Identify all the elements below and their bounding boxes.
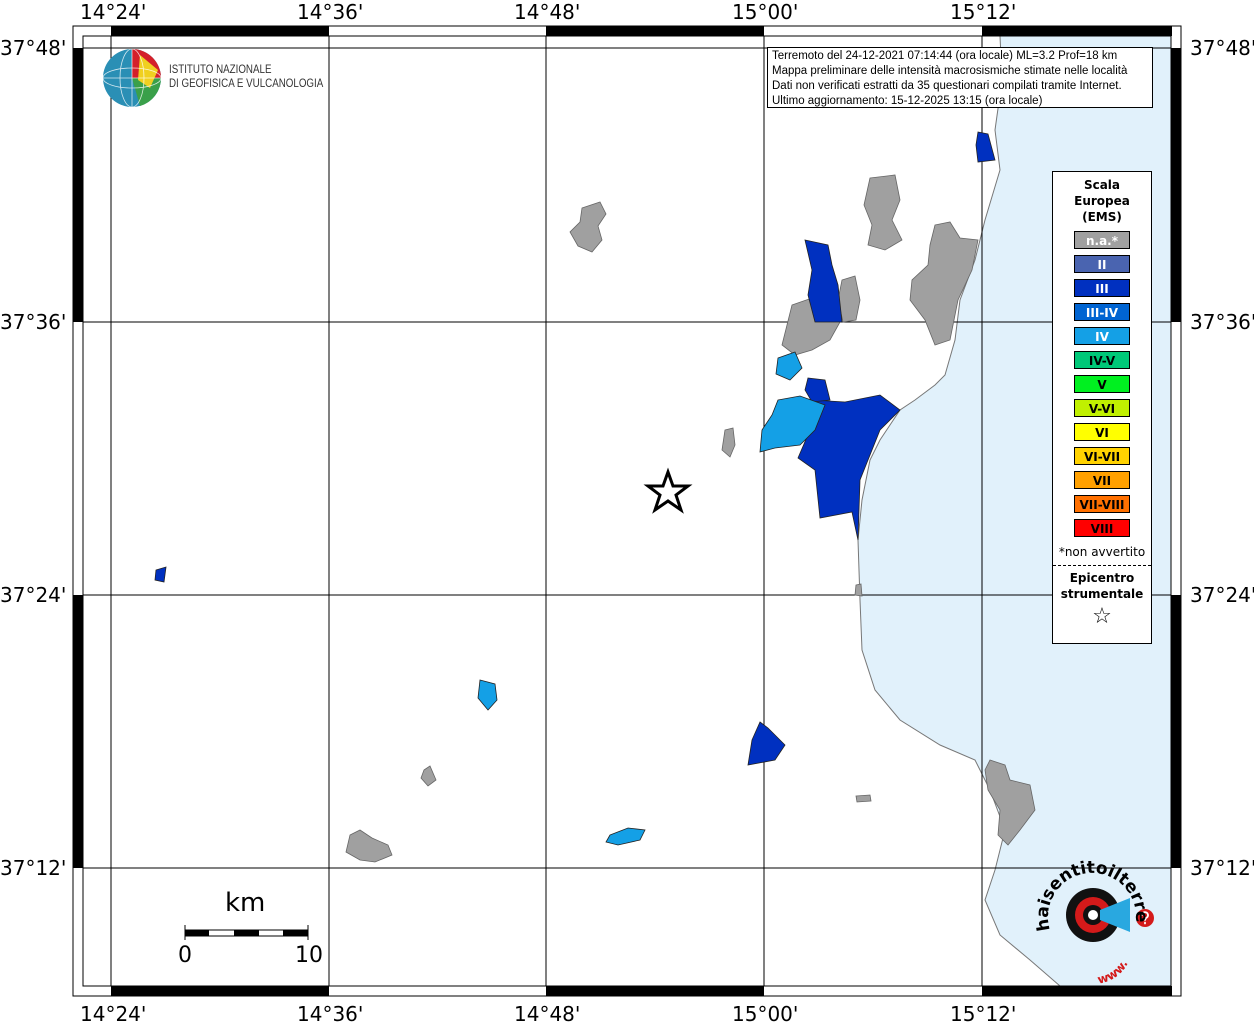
legend-swatch: IV-V xyxy=(1074,351,1130,369)
legend-note: *non avvertito xyxy=(1058,545,1146,559)
event-info-line: Mappa preliminare delle intensità macros… xyxy=(772,65,1128,77)
legend-title-line: Europea xyxy=(1074,194,1130,208)
lat-tick-right: 37°24' xyxy=(1190,583,1254,607)
graticule xyxy=(83,36,1171,986)
lon-tick-bottom: 14°48' xyxy=(514,1002,581,1026)
ingv-logo-text: ISTITUTO NAZIONALE DI GEOFISICA E VULCAN… xyxy=(169,63,323,91)
legend-epicenter-label: Epicentro strumentale xyxy=(1053,570,1151,602)
scale-unit: km xyxy=(225,888,266,918)
event-info-line: Terremoto del 24-12-2021 07:14:44 (ora l… xyxy=(772,50,1118,62)
map-frame xyxy=(72,25,1182,997)
ingv-line2: DI GEOFISICA E VULCANOLOGIA xyxy=(169,78,324,90)
lon-tick-top: 15°00' xyxy=(732,0,799,24)
scale-end: 10 xyxy=(295,943,323,968)
areas-intensity-III xyxy=(154,131,996,766)
lon-tick-bottom: 15°00' xyxy=(732,1002,799,1026)
lon-tick-top: 15°12' xyxy=(950,0,1017,24)
areas-intensity-IV xyxy=(477,351,826,846)
lat-tick-right: 37°48' xyxy=(1190,36,1254,60)
legend-swatch: II xyxy=(1074,255,1130,273)
lat-tick-right: 37°12' xyxy=(1190,856,1254,880)
lon-tick-top: 14°36' xyxy=(297,0,364,24)
legend-title-line: Scala xyxy=(1083,178,1121,192)
legend-swatch: n.a.* xyxy=(1074,231,1130,249)
lat-tick-left: 37°36' xyxy=(0,310,67,334)
event-info-line: Dati non verificati estratti da 35 quest… xyxy=(772,80,1122,92)
ingv-line1: ISTITUTO NAZIONALE xyxy=(169,64,272,76)
lon-tick-bottom: 15°12' xyxy=(950,1002,1017,1026)
legend-swatch: IV xyxy=(1074,327,1130,345)
legend-swatch: VII-VIII xyxy=(1074,495,1130,513)
legend-swatch: III-IV xyxy=(1074,303,1130,321)
ems-legend: Scala Europea (EMS) n.a.* II III III-IV IV IV… xyxy=(1052,171,1152,644)
legend-swatch: VII xyxy=(1074,471,1130,489)
legend-star-icon: ☆ xyxy=(1092,604,1112,629)
ingv-logo-icon xyxy=(102,48,162,108)
legend-title-line: (EMS) xyxy=(1082,210,1122,224)
lat-tick-left: 37°24' xyxy=(0,583,67,607)
lon-tick-bottom: 14°36' xyxy=(297,1002,364,1026)
lon-tick-top: 14°48' xyxy=(514,0,581,24)
lat-tick-left: 37°48' xyxy=(0,36,67,60)
areas-not-felt xyxy=(345,174,1036,863)
legend-title: Scala Europea (EMS) xyxy=(1053,177,1151,225)
legend-swatch: III xyxy=(1074,279,1130,297)
epicenter-star-icon xyxy=(643,467,693,514)
event-info-box: Terremoto del 24-12-2021 07:14:44 (ora l… xyxy=(767,47,1153,108)
lon-tick-bottom: 14°24' xyxy=(80,1002,147,1026)
lat-tick-left: 37°12' xyxy=(0,856,67,880)
legend-epicenter-line: strumentale xyxy=(1060,587,1144,601)
legend-swatch: VIII xyxy=(1074,519,1130,537)
legend-divider xyxy=(1053,565,1151,566)
lon-tick-top: 14°24' xyxy=(80,0,147,24)
scale-bar xyxy=(184,925,309,940)
scale-start: 0 xyxy=(178,943,192,968)
legend-epicenter-line: Epicentro xyxy=(1069,571,1135,585)
lat-tick-right: 37°36' xyxy=(1190,310,1254,334)
legend-swatch: VI-VII xyxy=(1074,447,1130,465)
event-info-line: Ultimo aggiornamento: 15-12-2025 13:15 (… xyxy=(772,95,1043,107)
legend-swatch: V-VI xyxy=(1074,399,1130,417)
legend-swatch: V xyxy=(1074,375,1130,393)
legend-swatch: VI xyxy=(1074,423,1130,441)
